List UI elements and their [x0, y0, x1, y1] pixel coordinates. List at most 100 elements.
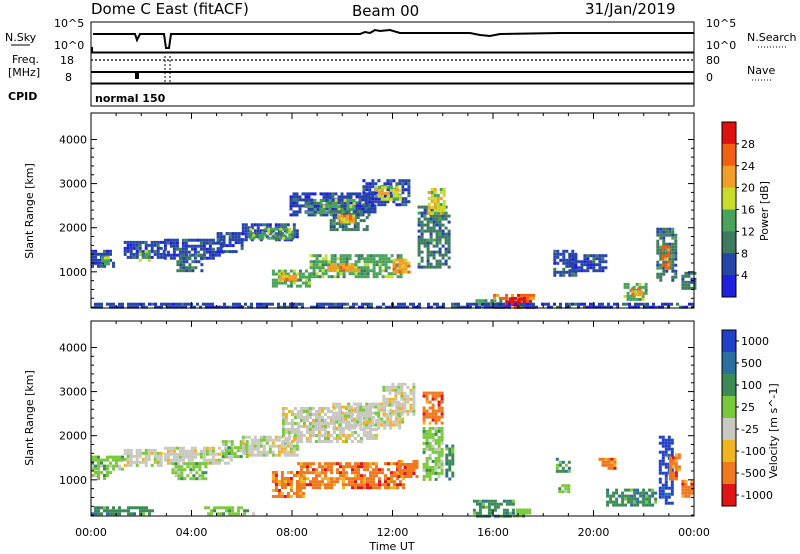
velocity-cell — [382, 382, 416, 416]
nsky-trace — [93, 28, 694, 49]
velocity-cell — [598, 457, 617, 470]
power-y-axis: 1000 2000 3000 4000 — [59, 133, 694, 308]
power-cell — [327, 263, 361, 272]
power-cell — [176, 254, 204, 273]
velocity-cell — [171, 462, 208, 481]
nsky-tick-top: 10^5 — [54, 17, 84, 30]
velocity-ylabel: Slant Range [km] — [23, 370, 36, 466]
power-frame — [90, 112, 695, 309]
velocity-cell — [204, 506, 256, 516]
power-cell — [661, 245, 671, 270]
velocity-cell — [558, 484, 571, 494]
freq-strip: Freq. [MHz] 18 8 80 0 Nave — [8, 52, 775, 84]
velocity-colorbar-swatch — [722, 418, 736, 441]
velocity-colorbar-label: Velocity [m s^-1] — [767, 383, 780, 478]
velocity-cell — [91, 506, 154, 516]
velocity-panel: 1000 2000 3000 4000 Slant Range [km] 1000 50… — [23, 320, 780, 518]
x-tick-label: 12:00 — [377, 526, 409, 539]
velocity-cell — [555, 457, 571, 473]
nave-tick-top: 80 — [706, 54, 720, 67]
power-cell — [427, 188, 446, 215]
velocity-cell — [422, 426, 444, 481]
power-cell — [392, 258, 411, 274]
power-colorbar-swatch — [722, 253, 736, 276]
nave-label: Nave — [747, 64, 775, 77]
velocity-colorbar-swatch — [722, 352, 736, 375]
power-cell — [163, 238, 224, 260]
cpid-strip: CPID normal 150 — [8, 83, 695, 107]
power-colorbar-tick-label: 20 — [741, 182, 755, 195]
freq-tick-top: 18 — [60, 54, 74, 67]
velocity-cell — [91, 471, 112, 480]
power-colorbar-tick-label: 16 — [741, 204, 755, 217]
date-label: 31/Jan/2019 — [585, 0, 676, 18]
power-cell — [417, 205, 451, 269]
power-colorbar-swatch — [722, 165, 736, 189]
velocity-cells — [91, 382, 694, 518]
y-tick-label: 1000 — [59, 474, 87, 487]
y-tick-label: 2000 — [59, 222, 87, 235]
nsearch-label: N.Search — [747, 31, 797, 44]
velocity-cell — [681, 479, 694, 498]
power-colorbar-swatch — [722, 231, 736, 254]
power-cell — [656, 227, 678, 282]
freq-tick-bottom: 8 — [65, 71, 72, 84]
power-cell — [279, 271, 298, 281]
header: Dome C East (fitACF) Beam 00 31/Jan/2019 — [91, 0, 676, 20]
velocity-cell — [163, 446, 233, 465]
power-colorbar-swatch — [722, 275, 736, 298]
power-cell — [631, 287, 644, 297]
velocity-colorbar-tick-label: -25 — [741, 423, 759, 436]
freq-strip-frame — [90, 52, 695, 84]
power-colorbar: 4 8 12 16 20 24 28 — [721, 121, 755, 298]
velocity-cell — [241, 435, 299, 457]
power-ylabel: Slant Range [km] — [23, 163, 36, 259]
velocity-cell — [668, 453, 681, 481]
power-colorbar-label: Power [dB] — [758, 181, 771, 241]
velocity-cell — [397, 460, 419, 478]
cpid-label: CPID — [8, 90, 37, 103]
velocity-colorbar-swatch — [722, 462, 736, 485]
power-colorbar-swatch — [722, 187, 736, 210]
power-colorbar-tick-label: 4 — [741, 269, 748, 282]
power-cell — [374, 185, 402, 201]
velocity-colorbar-tick-label: 100 — [741, 379, 762, 392]
velocity-y-axis: 1000 2000 3000 4000 — [59, 341, 694, 516]
velocity-colorbar-tick-label: 25 — [741, 401, 755, 414]
freq-label-1: Freq. — [12, 53, 39, 66]
x-tick-label: 08:00 — [276, 526, 308, 539]
power-cell — [568, 254, 608, 273]
power-cell — [249, 227, 295, 240]
x-tick-label: 04:00 — [176, 526, 208, 539]
power-cell — [337, 214, 356, 224]
power-colorbar-swatch — [722, 143, 736, 167]
velocity-colorbar-tick-label: -500 — [741, 467, 766, 480]
power-cell — [101, 256, 110, 266]
velocity-colorbar-swatch — [722, 396, 736, 419]
power-panel: 1000 2000 3000 4000 Slant Range [km] 4 8 12 16… — [23, 112, 771, 309]
velocity-colorbar-frame — [721, 329, 737, 507]
velocity-colorbar-swatch — [722, 374, 736, 397]
plot-title: Dome C East (fitACF) — [91, 0, 249, 18]
velocity-colorbar-tick-label: -100 — [741, 445, 766, 458]
power-cell — [681, 271, 697, 290]
velocity-colorbar-tick-label: 500 — [741, 357, 762, 370]
power-colorbar-tick-label: 24 — [741, 160, 755, 173]
x-axis-title: Time UT — [368, 540, 414, 553]
velocity-colorbar-swatch — [722, 330, 736, 353]
velocity-cell — [422, 391, 444, 425]
cpid-value: normal 150 — [95, 92, 166, 105]
x-tick-label: 20:00 — [578, 526, 610, 539]
velocity-x-axis — [90, 321, 695, 516]
y-tick-label: 4000 — [59, 341, 87, 354]
x-tick-label: 00:00 — [75, 526, 107, 539]
cpid-strip-frame — [90, 83, 695, 107]
nsky-label: N.Sky — [5, 31, 37, 44]
power-colorbar-swatch — [722, 122, 736, 145]
velocity-cell — [91, 455, 124, 471]
velocity-colorbar-tick-label: 1000 — [741, 335, 769, 348]
x-tick-label: 16:00 — [477, 526, 509, 539]
nsearch-tick-bottom: 10^0 — [706, 39, 736, 52]
noise-strip: N.Sky 10^5 10^0 10^5 10^0 N.Search — [5, 17, 797, 53]
